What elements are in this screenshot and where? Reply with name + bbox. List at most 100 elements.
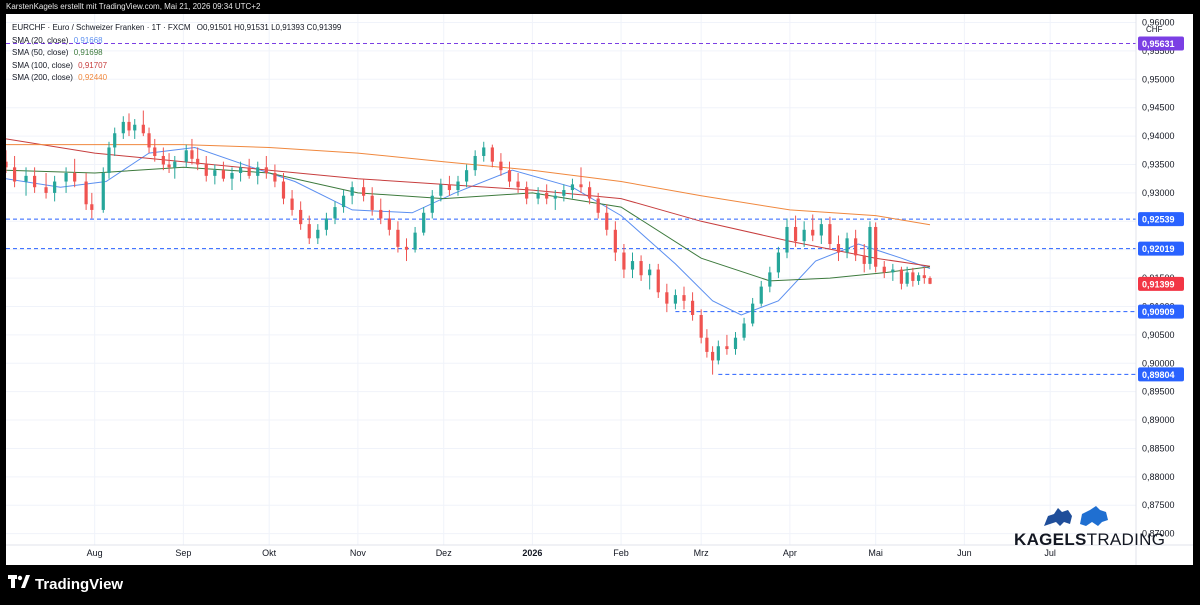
candle-body [404,246,409,250]
symbol-line: EURCHF · Euro / Schweizer Franken · 1T ·… [12,23,191,32]
candle-body [751,303,755,324]
legend-sma-200[interactable]: SMA (200, close) 0,92440 [12,72,341,85]
kagels-wordmark: KAGELSTRADING [1014,530,1165,550]
legend-sma-50[interactable]: SMA (50, close) 0,91698 [12,47,341,60]
price-level-tag [1138,304,1184,319]
last-price-tag [1138,276,1184,291]
candle-body [430,195,434,213]
legend-sma-100[interactable]: SMA (100, close) 0,91707 [12,60,341,73]
candle-body [587,187,592,199]
price-level-label: 0,90909 [1142,307,1175,317]
sma-line [6,146,931,316]
candles [6,110,932,375]
candle-body [204,164,208,176]
footer-bar: TradingView [0,565,1200,605]
y-tick-label: 0,95000 [1142,74,1175,84]
candle-body [811,229,815,236]
candle-body [307,224,311,239]
candle-body [184,150,188,162]
candle-body [613,229,617,253]
candle-body [699,314,703,338]
candle-body [545,192,549,199]
candle-body [387,218,391,230]
candle-body [113,133,117,148]
candle-body [862,255,866,264]
price-level-label: 0,92019 [1142,244,1175,254]
y-tick-label: 0,96000 [1142,18,1175,28]
candle-body [84,181,88,205]
candle-body [490,147,494,162]
candle-body [153,147,157,156]
candle-body [725,346,729,350]
y-tick-label: 0,87500 [1142,500,1175,510]
y-tick-label: 0,95500 [1142,46,1175,56]
candle-body [324,218,329,230]
candle-body [238,167,243,174]
price-chart[interactable]: 0,96000 0,95500 0,95000 0,94500 0,94000 0,935… [6,14,1193,565]
sma-line [6,138,931,267]
candle-body [256,167,260,176]
currency-label: CHF [1146,25,1163,34]
candle-body [456,181,460,191]
sma-100-value: 0,91707 [78,60,108,70]
candle-body [127,121,131,131]
chart-panel[interactable]: 0,96000 0,95500 0,95000 0,94500 0,94000 0,935… [6,14,1193,565]
chart-legend: EURCHF · Euro / Schweizer Franken · 1T ·… [12,22,341,85]
candle-body [639,261,643,276]
candle-body [273,173,277,182]
candle-body [173,161,177,168]
y-tick-label: 0,93000 [1142,188,1175,198]
candle-body [891,269,895,273]
candle-body [316,229,320,239]
candle-body [922,275,926,279]
candle-body [682,295,686,301]
legend-sma-20[interactable]: SMA (20, close) 0,91668 [12,35,341,48]
candle-body [733,337,738,350]
x-tick-label: Okt [262,548,277,558]
sma-50-label: SMA (50, close) [12,48,69,57]
candle-body [596,198,600,213]
candle-body [525,187,529,199]
price-level-label: 0,95631 [1142,39,1175,49]
candle-body [53,181,57,193]
candle-body [868,226,872,264]
candle-body [911,272,915,281]
price-levels [6,42,1136,375]
candle-body [247,167,251,176]
candle-body [673,295,678,304]
candle-body [24,175,28,182]
candle-body [350,187,354,196]
x-tick-label: Feb [613,548,629,558]
tradingview-logo[interactable]: TradingView [8,575,123,593]
y-tick-label: 0,90500 [1142,330,1175,340]
price-level-tag [1138,212,1184,227]
candle-body [928,278,932,284]
bull-bear-icon [1044,506,1108,526]
sma-200-label: SMA (200, close) [12,73,73,82]
kagels-rest: TRADING [1086,530,1166,549]
candle-body [705,337,709,352]
candle-body [141,124,145,134]
x-tick-label: 2026 [522,548,542,558]
candle-body [230,173,234,179]
tradingview-wordmark: TradingView [35,575,124,593]
candle-body [161,155,165,165]
candle-body [507,170,512,182]
candle-body [905,272,909,284]
candle-body [854,238,858,256]
candle-body [516,181,520,188]
x-tick-label: Dez [436,548,453,558]
candle-body [341,195,346,208]
price-labels: 0,95631 0,92539 0,92019 0,90909 0,89804 0,913… [1138,36,1184,382]
y-tick-label: 0,90000 [1142,358,1175,368]
candle-body [44,187,48,193]
candle-body [133,124,137,131]
candle-body [221,170,226,179]
candle-body [536,192,540,199]
sma-20-label: SMA (20, close) [12,35,69,45]
candle-body [64,173,68,182]
candle-body [473,155,477,171]
y-tick-label: 0,94000 [1142,131,1175,141]
kagels-bold: KAGELS [1014,530,1087,549]
price-level-tag [1138,367,1184,382]
